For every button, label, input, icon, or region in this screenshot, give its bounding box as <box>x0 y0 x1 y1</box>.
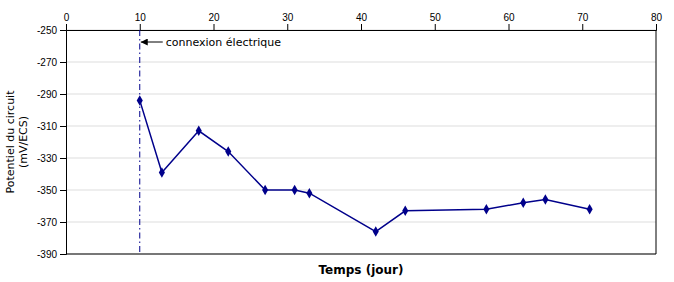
x-axis-tick-mark <box>140 24 141 30</box>
y-axis-tick: -390 <box>37 249 66 260</box>
grid-line <box>66 94 656 95</box>
x-axis-tick-label: 50 <box>430 12 442 23</box>
x-axis-tick: 80 <box>651 12 663 30</box>
x-axis-tick-label: 40 <box>356 12 368 23</box>
data-point <box>402 206 408 217</box>
data-layer <box>137 30 593 254</box>
grid-line <box>66 126 656 127</box>
grid <box>66 30 656 254</box>
grid-line <box>66 62 656 63</box>
y-axis-tick-mark <box>60 158 66 159</box>
grid-line <box>66 190 656 191</box>
x-axis: 0 10 20 30 40 50 60 70 80 <box>64 12 663 31</box>
x-axis-tick-label: 70 <box>577 12 589 23</box>
y-axis-tick-label: -310 <box>37 121 57 132</box>
y-axis-domain <box>60 31 67 255</box>
x-axis-tick: 50 <box>430 12 442 30</box>
x-axis-tick-label: 0 <box>64 12 70 23</box>
y-axis-tick-label: -250 <box>37 25 57 36</box>
y-axis-tick-label: -270 <box>37 57 57 68</box>
grid-line <box>66 158 656 159</box>
data-point <box>225 146 231 157</box>
x-axis-tick-label: 60 <box>503 12 515 23</box>
y-axis-tick-mark <box>60 254 66 255</box>
chart-container: 0 10 20 30 40 50 60 70 80 -390 -370 -350 -330 -310 -29… <box>0 0 674 282</box>
y-axis-tick-mark <box>60 190 66 191</box>
x-axis-tick: 40 <box>356 12 368 30</box>
y-axis-tick-mark <box>60 222 66 223</box>
x-axis-tick-label: 20 <box>208 12 220 23</box>
y-axis-tick-label: -390 <box>37 249 57 260</box>
data-point <box>292 185 298 196</box>
y-axis-tick-label: -290 <box>37 89 57 100</box>
annotation-arrow <box>141 42 163 43</box>
chart-svg: 0 10 20 30 40 50 60 70 80 -390 -370 -350 -330 -310 -29… <box>0 0 674 282</box>
y-axis-tick: -270 <box>37 57 66 68</box>
data-point <box>306 188 312 199</box>
x-axis-tick-mark <box>435 24 436 30</box>
y-axis: -390 -370 -350 -330 -310 -290 -270 -250 <box>37 25 67 260</box>
y-axis-tick-mark <box>60 30 66 31</box>
y-axis-tick: -350 <box>37 185 66 196</box>
x-axis-tick: 70 <box>577 12 589 30</box>
y-axis-title: Potentiel du circuit(mV/ECS) <box>4 90 30 194</box>
x-axis-tick-label: 80 <box>651 12 663 23</box>
frame-right <box>656 30 657 254</box>
x-axis-tick-mark <box>66 24 67 30</box>
x-axis-tick-label: 10 <box>135 12 147 23</box>
data-point <box>483 204 489 215</box>
data-point <box>262 185 268 196</box>
x-axis-tick: 10 <box>135 12 147 30</box>
x-axis-tick: 60 <box>503 12 515 30</box>
x-axis-domain <box>67 24 657 31</box>
y-axis-tick: -370 <box>37 217 66 228</box>
annotation-text: connexion électrique <box>166 36 282 49</box>
frame-bottom <box>66 254 656 255</box>
y-axis-tick-label: -330 <box>37 153 57 164</box>
y-axis-tick-label: -350 <box>37 185 57 196</box>
x-axis-title: Temps (jour) <box>319 263 404 277</box>
x-axis-tick-mark <box>361 24 362 30</box>
data-point <box>373 226 379 237</box>
y-axis-title-line: Potentiel du circuit <box>4 90 17 194</box>
data-point <box>520 198 526 209</box>
annotation-vline <box>139 30 140 254</box>
y-axis-tick-mark <box>60 94 66 95</box>
y-axis-tick: -330 <box>37 153 66 164</box>
y-axis-tick-label: -370 <box>37 217 57 228</box>
grid-line <box>66 254 656 255</box>
x-axis-tick-mark <box>287 24 288 30</box>
x-axis-tick-label: 30 <box>282 12 294 23</box>
annotations: connexion électrique <box>141 36 282 49</box>
data-point <box>159 167 165 178</box>
x-axis-tick: 30 <box>282 12 294 30</box>
x-axis-tick-mark <box>214 24 215 30</box>
data-point <box>196 126 202 137</box>
x-axis-tick-mark <box>656 24 657 30</box>
series-line <box>140 100 590 231</box>
x-axis-tick-mark <box>582 24 583 30</box>
y-axis-tick: -290 <box>37 89 66 100</box>
x-axis-tick: 0 <box>64 12 70 30</box>
data-point <box>542 194 548 205</box>
y-axis-tick: -250 <box>37 25 66 36</box>
plot: 0 10 20 30 40 50 60 70 80 -390 -370 -350 -330 -310 -29… <box>37 12 663 260</box>
y-axis-tick-mark <box>60 126 66 127</box>
y-axis-tick-mark <box>60 62 66 63</box>
data-point <box>137 95 143 106</box>
x-axis-tick-mark <box>509 24 510 30</box>
y-axis-tick: -310 <box>37 121 66 132</box>
y-axis-title-line: (mV/ECS) <box>17 116 30 168</box>
data-point <box>587 204 593 215</box>
x-axis-tick: 20 <box>208 12 220 30</box>
